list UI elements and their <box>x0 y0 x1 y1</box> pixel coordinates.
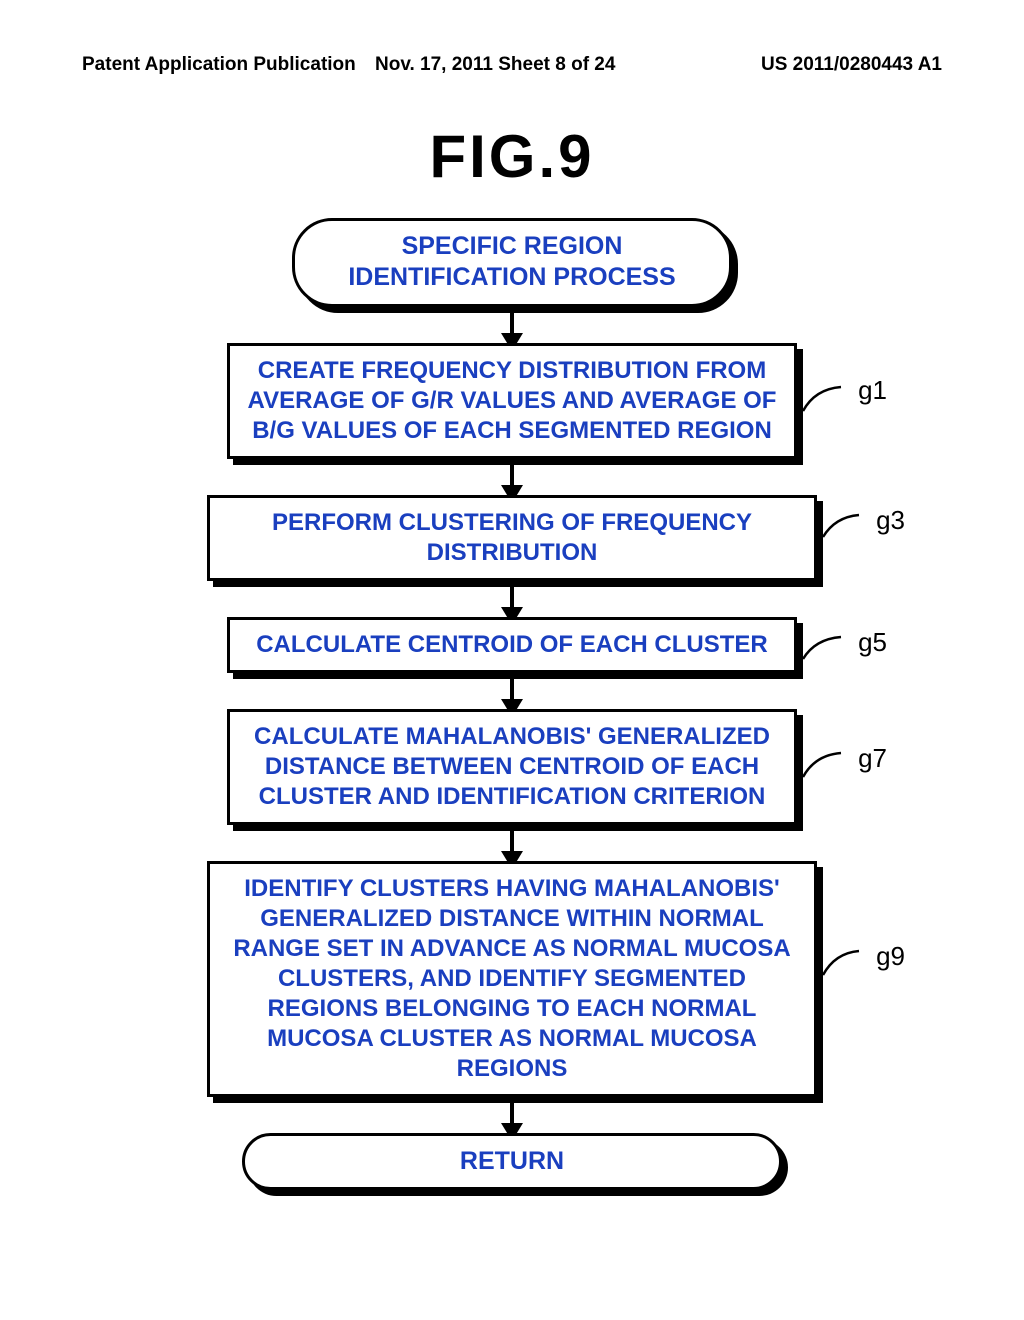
leader-line <box>801 751 845 781</box>
terminator-start-text: SPECIFIC REGION IDENTIFICATION PROCESS <box>309 231 715 294</box>
header-mid: Nov. 17, 2011 Sheet 8 of 24 <box>375 54 615 76</box>
process-step-g9: IDENTIFY CLUSTERS HAVING MAHALANOBIS' GE… <box>207 861 817 1097</box>
process-text: CREATE FREQUENCY DISTRIBUTION FROM AVERA… <box>244 356 780 446</box>
step-label: g7 <box>858 743 887 774</box>
step-label: g5 <box>858 627 887 658</box>
leader-line <box>821 513 863 541</box>
leader-line <box>801 385 845 415</box>
arrow <box>192 825 832 861</box>
terminator-end-text: RETURN <box>460 1146 564 1177</box>
header-left: Patent Application Publication <box>82 54 356 76</box>
figure-title: FIG.9 <box>0 122 1024 191</box>
step-label: g3 <box>876 505 905 536</box>
arrow <box>192 459 832 495</box>
arrow <box>192 673 832 709</box>
leader-line <box>801 635 845 663</box>
process-step-g7: CALCULATE MAHALANOBIS' GENERALIZED DISTA… <box>227 709 797 825</box>
process-text: CALCULATE CENTROID OF EACH CLUSTER <box>256 630 768 660</box>
step-label: g1 <box>858 375 887 406</box>
header-right: US 2011/0280443 A1 <box>761 54 942 76</box>
process-text: PERFORM CLUSTERING OF FREQUENCY DISTRIBU… <box>224 508 800 568</box>
page: Patent Application Publication Nov. 17, … <box>0 0 1024 1320</box>
step-label: g9 <box>876 941 905 972</box>
process-step-g5: CALCULATE CENTROID OF EACH CLUSTER <box>227 617 797 673</box>
process-text: IDENTIFY CLUSTERS HAVING MAHALANOBIS' GE… <box>224 874 800 1084</box>
arrow <box>192 1097 832 1133</box>
leader-line <box>821 949 863 979</box>
flowchart: SPECIFIC REGION IDENTIFICATION PROCESS C… <box>192 218 832 1190</box>
process-step-g1: CREATE FREQUENCY DISTRIBUTION FROM AVERA… <box>227 343 797 459</box>
process-step-g3: PERFORM CLUSTERING OF FREQUENCY DISTRIBU… <box>207 495 817 581</box>
process-text: CALCULATE MAHALANOBIS' GENERALIZED DISTA… <box>244 722 780 812</box>
arrow <box>192 581 832 617</box>
arrow <box>192 307 832 343</box>
terminator-start: SPECIFIC REGION IDENTIFICATION PROCESS <box>292 218 732 307</box>
terminator-end: RETURN <box>242 1133 782 1190</box>
